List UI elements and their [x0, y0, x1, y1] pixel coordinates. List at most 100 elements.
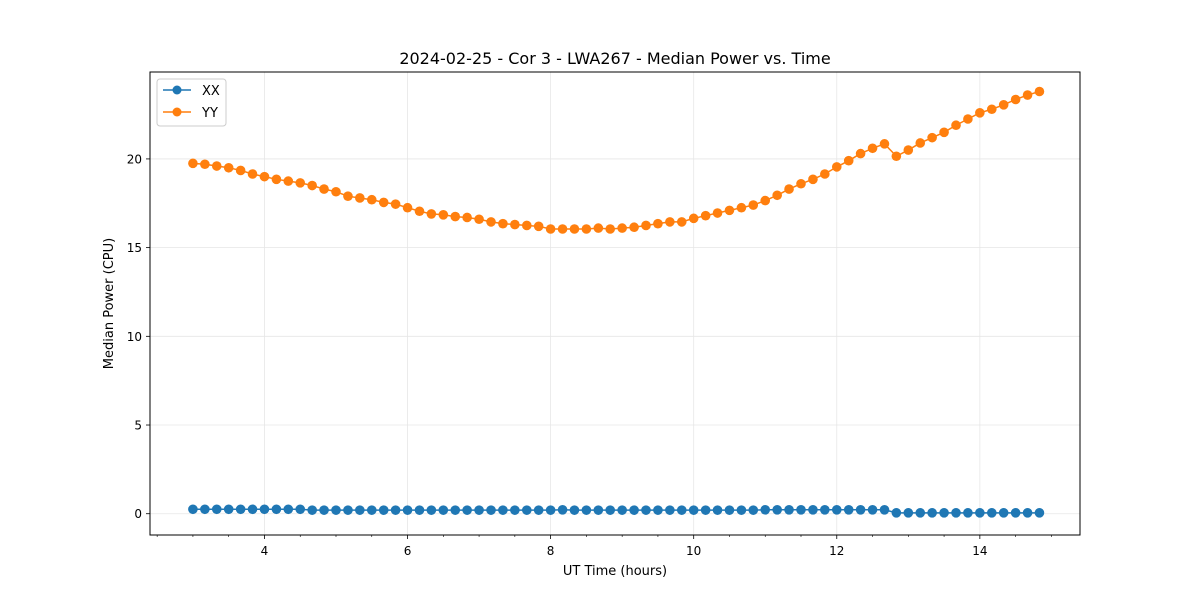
- legend-label-yy: YY: [201, 106, 218, 121]
- data-point-xx: [235, 504, 246, 515]
- data-point-xx: [271, 504, 282, 515]
- data-point-xx: [879, 505, 890, 515]
- data-point-yy: [533, 221, 544, 232]
- data-point-yy: [235, 165, 246, 176]
- y-axis-label: Median Power (CPU): [102, 238, 117, 369]
- x-tick-label: 8: [547, 544, 555, 558]
- data-point-xx: [450, 505, 461, 515]
- x-tick-label: 6: [404, 544, 412, 558]
- data-point-yy: [510, 219, 520, 230]
- data-point-yy: [855, 148, 866, 159]
- data-point-xx: [295, 504, 306, 515]
- data-point-yy: [951, 120, 961, 131]
- data-point-xx: [748, 505, 759, 515]
- y-tick-label: 10: [127, 330, 142, 344]
- y-tick-label: 0: [134, 507, 142, 521]
- data-point-yy: [820, 169, 830, 179]
- legend-entry-yy: YY: [163, 106, 218, 121]
- data-point-yy: [390, 199, 401, 209]
- x-tick-label: 10: [686, 544, 701, 558]
- data-point-xx: [855, 505, 866, 515]
- data-point-xx: [665, 505, 675, 515]
- data-point-yy: [474, 214, 484, 225]
- data-point-yy: [891, 151, 902, 162]
- data-point-yy: [772, 190, 782, 201]
- data-point-yy: [963, 114, 973, 124]
- data-point-xx: [593, 505, 604, 515]
- data-point-xx: [617, 505, 627, 515]
- data-point-yy: [581, 224, 592, 234]
- data-point-xx: [188, 504, 198, 515]
- data-point-xx: [784, 505, 794, 515]
- data-point-yy: [438, 210, 449, 220]
- data-point-yy: [223, 162, 234, 173]
- data-point-xx: [438, 505, 449, 515]
- y-tick-label: 15: [127, 241, 142, 255]
- data-point-yy: [808, 174, 818, 185]
- y-tick-label: 5: [134, 419, 142, 433]
- data-point-yy: [283, 176, 294, 186]
- data-point-xx: [700, 505, 711, 515]
- data-point-xx: [903, 508, 914, 518]
- data-point-xx: [402, 505, 413, 515]
- data-point-yy: [343, 191, 353, 201]
- data-point-yy: [450, 211, 461, 222]
- plot-series: [188, 86, 1045, 518]
- data-point-xx: [998, 508, 1009, 518]
- data-point-yy: [736, 202, 747, 213]
- data-point-xx: [927, 508, 937, 518]
- data-point-xx: [355, 505, 365, 515]
- data-point-yy: [796, 178, 806, 189]
- data-point-yy: [319, 184, 329, 194]
- data-point-yy: [784, 184, 794, 194]
- axis-ticks: 4 6 8 10 12 14 0 5 10 15 20: [127, 152, 1052, 558]
- data-point-yy: [843, 155, 854, 166]
- data-point-xx: [831, 505, 842, 515]
- plot-area-frame: [149, 71, 1081, 536]
- data-point-xx: [366, 505, 377, 515]
- data-point-xx: [486, 505, 496, 515]
- data-point-yy: [879, 139, 890, 149]
- y-tick-label: 20: [127, 152, 142, 166]
- data-point-yy: [402, 202, 413, 213]
- data-point-xx: [843, 505, 854, 515]
- data-point-xx: [557, 505, 568, 515]
- data-point-xx: [963, 508, 973, 518]
- legend-entry-xx: XX: [163, 84, 220, 99]
- data-point-xx: [545, 505, 556, 515]
- data-point-xx: [259, 504, 270, 515]
- data-point-yy: [462, 212, 472, 223]
- data-point-yy: [676, 217, 687, 227]
- data-point-xx: [510, 505, 520, 515]
- data-point-yy: [1010, 94, 1021, 105]
- data-point-xx: [629, 505, 639, 515]
- data-point-xx: [867, 505, 878, 515]
- data-point-yy: [617, 223, 627, 233]
- data-point-xx: [939, 508, 949, 518]
- data-point-yy: [307, 180, 317, 191]
- data-point-xx: [343, 505, 353, 515]
- data-point-yy: [748, 200, 759, 210]
- data-point-yy: [927, 132, 937, 143]
- data-point-yy: [414, 206, 425, 217]
- data-point-yy: [331, 186, 341, 197]
- data-point-yy: [545, 224, 556, 234]
- data-point-yy: [486, 217, 496, 227]
- x-tick-label: 12: [829, 544, 844, 558]
- data-point-xx: [915, 508, 926, 518]
- data-point-xx: [521, 505, 532, 515]
- data-point-xx: [414, 505, 425, 515]
- data-point-yy: [355, 193, 365, 203]
- data-point-yy: [498, 218, 508, 229]
- data-point-xx: [712, 505, 723, 515]
- data-point-xx: [641, 505, 651, 515]
- data-point-yy: [521, 220, 532, 231]
- data-point-xx: [808, 505, 818, 515]
- chart-title: 2024-02-25 - Cor 3 - LWA267 - Median Pow…: [399, 49, 830, 68]
- legend-marker-yy: [172, 107, 182, 117]
- data-point-xx: [569, 505, 580, 515]
- data-point-xx: [676, 505, 687, 515]
- data-point-yy: [641, 220, 651, 231]
- data-point-yy: [200, 159, 210, 170]
